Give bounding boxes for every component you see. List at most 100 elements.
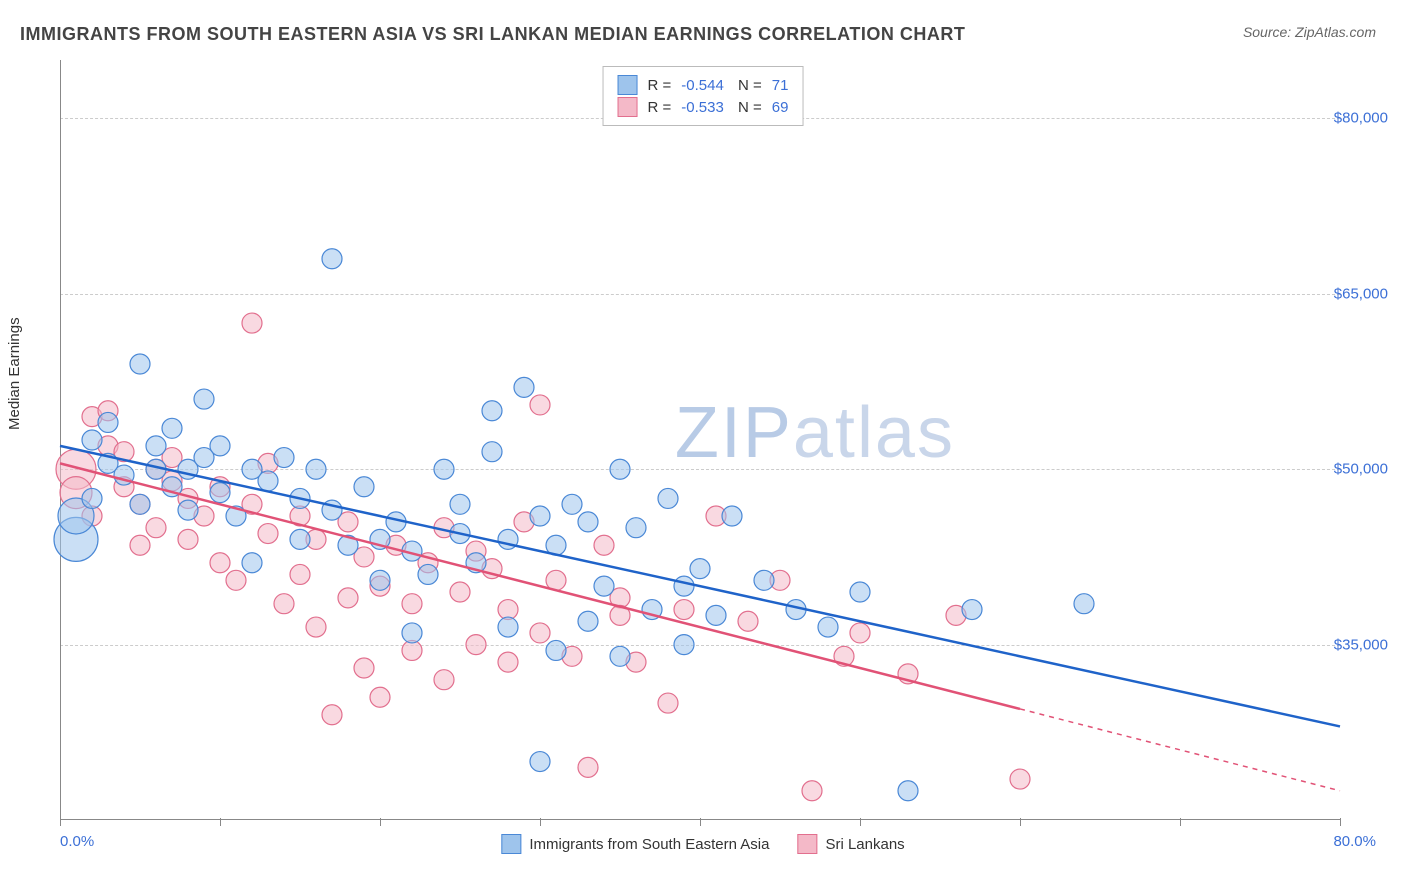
data-point	[82, 488, 102, 508]
legend-label-sri: Sri Lankans	[825, 836, 904, 853]
data-point	[674, 576, 694, 596]
data-point	[290, 529, 310, 549]
data-point	[210, 436, 230, 456]
stat-label-n: N =	[734, 77, 762, 94]
legend-item-sea: Immigrants from South Eastern Asia	[501, 834, 769, 854]
y-tick-label: $35,000	[1334, 636, 1388, 653]
data-point	[434, 670, 454, 690]
data-point	[610, 459, 630, 479]
data-point	[802, 781, 822, 801]
stat-label-r: R =	[648, 99, 672, 116]
data-point	[418, 564, 438, 584]
data-point	[530, 395, 550, 415]
data-point	[130, 354, 150, 374]
legend-swatch-sri	[797, 834, 817, 854]
data-point	[594, 535, 614, 555]
data-point	[306, 617, 326, 637]
data-point	[130, 494, 150, 514]
stat-label-r: R =	[648, 77, 672, 94]
y-tick-label: $80,000	[1334, 110, 1388, 127]
stats-row-sri: R = -0.533 N = 69	[618, 97, 789, 117]
data-point	[738, 611, 758, 631]
data-point	[1010, 769, 1030, 789]
data-point	[242, 313, 262, 333]
x-tick	[1340, 818, 1341, 826]
data-point	[722, 506, 742, 526]
data-point	[818, 617, 838, 637]
data-point	[258, 524, 278, 544]
data-point	[530, 506, 550, 526]
y-axis-label: Median Earnings	[6, 317, 23, 430]
data-point	[466, 635, 486, 655]
data-point	[322, 249, 342, 269]
data-point	[850, 582, 870, 602]
data-point	[178, 500, 198, 520]
data-point	[674, 635, 694, 655]
data-point	[146, 518, 166, 538]
data-point	[322, 705, 342, 725]
data-point	[434, 459, 454, 479]
stat-value-n-sea: 71	[772, 77, 789, 94]
data-point	[898, 781, 918, 801]
data-point	[210, 553, 230, 573]
data-point	[498, 652, 518, 672]
data-point	[338, 588, 358, 608]
data-point	[306, 459, 326, 479]
chart-title: IMMIGRANTS FROM SOUTH EASTERN ASIA VS SR…	[20, 24, 965, 45]
data-point	[578, 757, 598, 777]
x-tick-label-min: 0.0%	[60, 833, 94, 850]
data-point	[578, 512, 598, 532]
legend-item-sri: Sri Lankans	[797, 834, 904, 854]
data-point	[530, 752, 550, 772]
data-point	[402, 594, 422, 614]
x-tick-label-max: 80.0%	[1333, 833, 1376, 850]
data-point	[354, 658, 374, 678]
data-point	[450, 494, 470, 514]
data-point	[706, 605, 726, 625]
stats-legend-box: R = -0.544 N = 71 R = -0.533 N = 69	[603, 66, 804, 126]
data-point	[658, 693, 678, 713]
legend-swatch-sea	[501, 834, 521, 854]
data-point	[274, 448, 294, 468]
data-point	[210, 483, 230, 503]
bottom-legend: Immigrants from South Eastern Asia Sri L…	[501, 834, 904, 854]
trend-line	[60, 463, 1020, 709]
data-point	[290, 564, 310, 584]
data-point	[610, 646, 630, 666]
data-point	[962, 600, 982, 620]
data-point	[546, 640, 566, 660]
trend-line-dashed	[1020, 709, 1340, 791]
data-point	[690, 559, 710, 579]
data-point	[194, 389, 214, 409]
stat-value-n-sri: 69	[772, 99, 789, 116]
data-point	[562, 494, 582, 514]
data-point	[354, 477, 374, 497]
data-point	[242, 553, 262, 573]
y-tick-label: $50,000	[1334, 461, 1388, 478]
data-point	[226, 570, 246, 590]
data-point	[658, 488, 678, 508]
stat-value-r-sri: -0.533	[681, 99, 724, 116]
data-point	[162, 418, 182, 438]
data-point	[482, 442, 502, 462]
data-point	[258, 471, 278, 491]
data-point	[514, 377, 534, 397]
data-point	[674, 600, 694, 620]
data-point	[626, 518, 646, 538]
data-point	[178, 529, 198, 549]
data-point	[498, 617, 518, 637]
swatch-sea	[618, 75, 638, 95]
data-point	[578, 611, 598, 631]
data-point	[754, 570, 774, 590]
data-point	[530, 623, 550, 643]
data-point	[370, 570, 390, 590]
trend-line	[60, 446, 1340, 727]
data-point	[98, 412, 118, 432]
data-point	[594, 576, 614, 596]
scatter-plot-svg	[60, 60, 1340, 820]
data-point	[482, 401, 502, 421]
stat-value-r-sea: -0.544	[681, 77, 724, 94]
legend-label-sea: Immigrants from South Eastern Asia	[529, 836, 769, 853]
data-point	[450, 582, 470, 602]
data-point	[850, 623, 870, 643]
